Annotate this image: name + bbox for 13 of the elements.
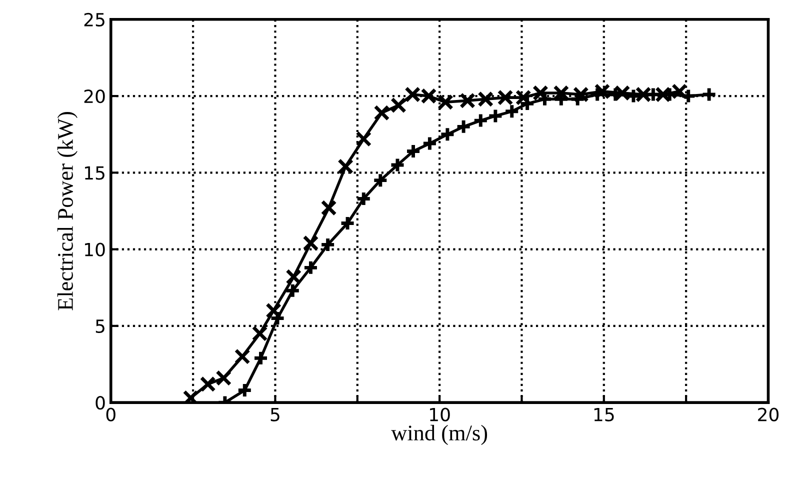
y-tick-label: 10: [85, 242, 105, 256]
x-axis-title: wind (m/s): [391, 424, 488, 446]
x-tick-label: 20: [758, 408, 779, 422]
y-tick-label: 0: [96, 396, 105, 410]
x-tick-label: 0: [106, 408, 116, 422]
y-axis-title: Electrical Power (kW): [57, 112, 78, 310]
y-tick-label: 25: [84, 12, 104, 27]
x-tick-label: 10: [430, 408, 450, 422]
x-tick-label: 5: [270, 408, 280, 422]
y-tick-label: 20: [84, 89, 105, 104]
y-tick-label: 5: [96, 320, 104, 334]
x-tick-label: 15: [594, 408, 614, 422]
y-tick-label: 15: [85, 166, 104, 180]
